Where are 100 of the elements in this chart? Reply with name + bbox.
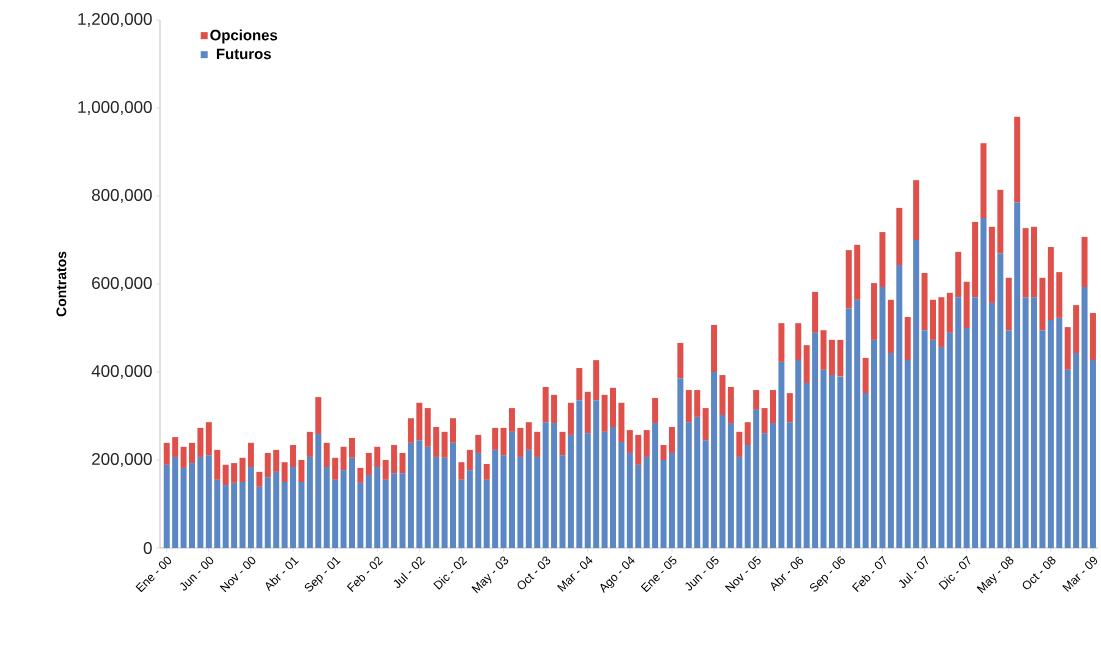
x-tick-label: May - 08 (976, 556, 1014, 594)
bar (997, 189, 1004, 254)
bar (197, 456, 204, 548)
bar (660, 445, 667, 460)
bar (567, 402, 574, 435)
y-tick-label: 400,000 (91, 365, 152, 379)
bar (711, 372, 718, 548)
bar (871, 339, 878, 548)
bar (273, 471, 280, 548)
bar (256, 471, 263, 487)
bar (475, 434, 482, 453)
bar (256, 486, 263, 548)
bar (694, 390, 701, 417)
bar (290, 467, 297, 548)
bar (769, 390, 776, 424)
bar (913, 240, 920, 548)
bar (635, 464, 642, 548)
bar (542, 422, 549, 548)
bar (576, 400, 583, 548)
bar (222, 485, 229, 548)
bar (424, 446, 431, 548)
bar (963, 281, 970, 328)
bar (247, 467, 254, 548)
bar (972, 221, 979, 298)
bar (593, 360, 600, 401)
bar (205, 455, 212, 548)
bar (525, 449, 532, 548)
legend-label: Opciones (210, 29, 278, 44)
bar (576, 368, 583, 401)
bar (298, 460, 305, 482)
bar (315, 397, 322, 435)
bar (357, 482, 364, 548)
bar (205, 422, 212, 456)
bar (551, 394, 558, 424)
bar (508, 431, 515, 548)
bar (458, 462, 465, 480)
bar (736, 431, 743, 457)
y-tick-label: 200,000 (92, 453, 152, 467)
bar (323, 467, 330, 548)
x-tick-label: May - 03 (471, 556, 509, 594)
bar (391, 445, 398, 474)
bar (416, 402, 423, 441)
bar (845, 308, 852, 548)
bar (399, 473, 406, 548)
bar (887, 299, 894, 354)
bar (887, 353, 894, 548)
y-tick-label: 800,000 (91, 189, 152, 203)
y-tick-label: 0 (143, 542, 152, 554)
bar (652, 397, 659, 424)
bar (559, 455, 566, 548)
bar (483, 479, 490, 548)
bar (584, 391, 591, 434)
bar (416, 440, 423, 548)
bar (837, 339, 844, 377)
bar (1047, 247, 1054, 321)
bar (365, 474, 372, 548)
bar (972, 297, 979, 548)
bar (1073, 353, 1080, 548)
y-tick-label: 1,200,000 (78, 13, 152, 27)
x-tick-label: Nov - 05 (725, 555, 761, 593)
y-tick-label: 600,000 (92, 277, 152, 291)
bar (290, 445, 297, 468)
bar (500, 427, 507, 456)
bar (1031, 226, 1038, 298)
bar (904, 317, 911, 361)
bar (500, 455, 507, 548)
bar (458, 479, 465, 548)
x-tick-label: Sep - 01 (304, 557, 341, 592)
bar (466, 470, 473, 548)
x-tick-label: Ene - 05 (640, 555, 677, 593)
bar (1064, 327, 1071, 370)
bar (559, 431, 566, 456)
bar (610, 387, 617, 427)
bar (433, 427, 440, 457)
bar (189, 463, 195, 548)
bar (727, 386, 734, 424)
bar (1064, 369, 1071, 548)
bar (938, 297, 945, 347)
bar (450, 442, 457, 548)
x-tick-label: Abr - 01 (265, 557, 299, 592)
bar (668, 427, 675, 453)
bar (340, 470, 347, 548)
bar (938, 346, 945, 548)
bar (845, 250, 852, 309)
bar (854, 299, 861, 548)
bar (643, 456, 650, 548)
bar (879, 232, 886, 288)
bar (222, 464, 229, 486)
bar (231, 482, 238, 548)
bar (1031, 297, 1038, 548)
bar (189, 442, 195, 464)
bar (382, 479, 389, 548)
bar (997, 253, 1004, 548)
bar (980, 218, 987, 548)
bar (517, 427, 524, 457)
bar (433, 456, 440, 548)
bar (769, 423, 776, 548)
bar (239, 482, 246, 548)
bar (803, 345, 810, 383)
bar (567, 434, 574, 548)
